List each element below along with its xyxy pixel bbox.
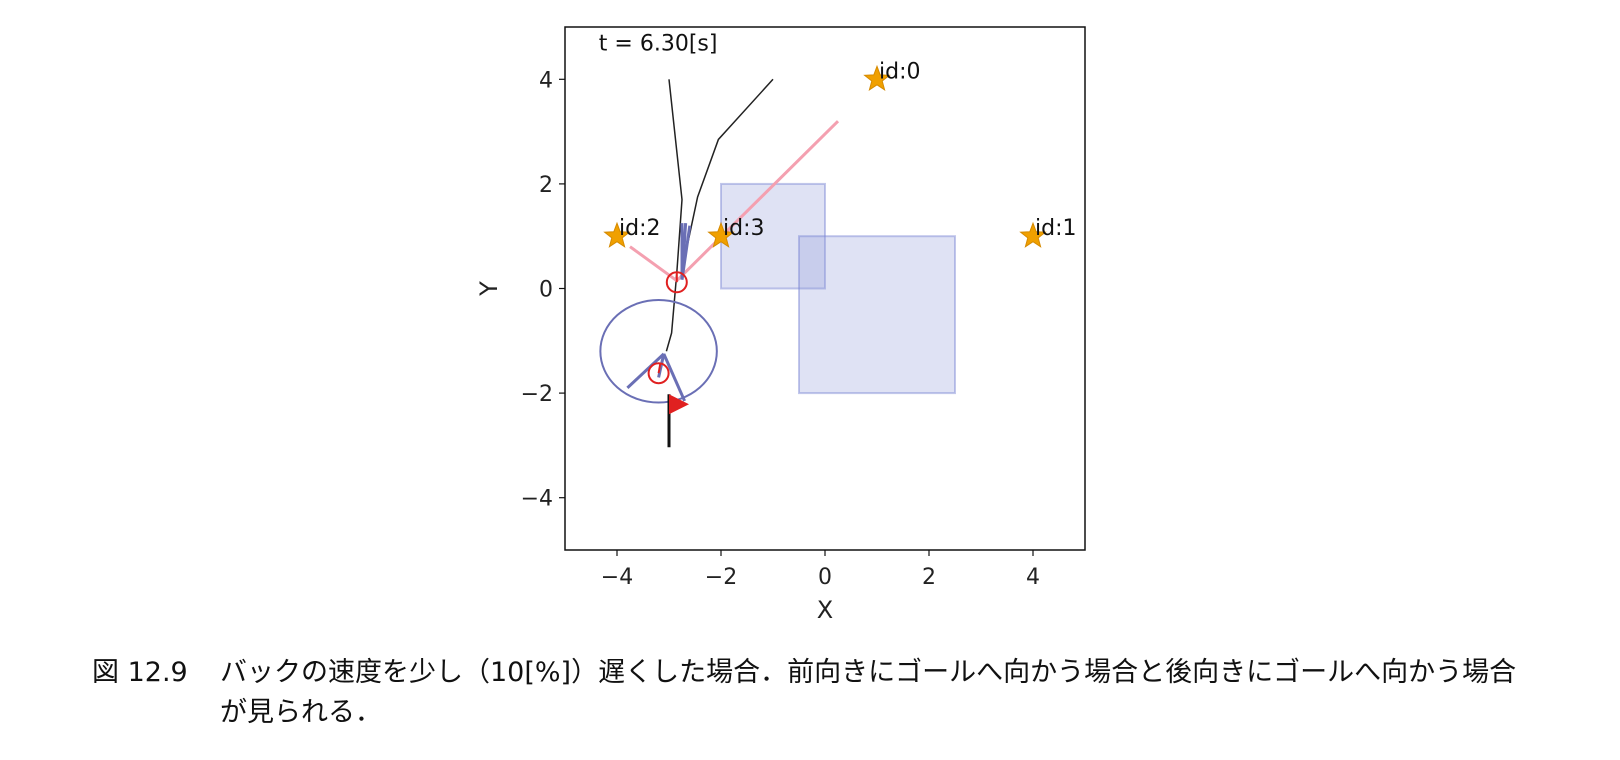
- covariance-ellipse: [599, 299, 718, 404]
- landmark-label-1: id:1: [1035, 216, 1077, 241]
- particle-line-left: [626, 352, 665, 389]
- x-tick-label: 2: [922, 565, 936, 590]
- obstacle-1: [798, 235, 956, 395]
- trajectory-1: [665, 79, 683, 352]
- figure-caption: 図 12.9 バックの速度を少し（10[%]）遅くした場合．前向きにゴールへ向か…: [92, 653, 1542, 728]
- landmark-label-2: id:2: [619, 216, 661, 241]
- landmark-star-2: [603, 221, 631, 248]
- x-tick-label: 0: [818, 565, 832, 590]
- x-axis-label: X: [817, 596, 833, 624]
- chart: id:0 id:1 id:2 id:3 −4 −2 0 2 4 −4 −2 0 2 4 t = 6.30…: [475, 26, 1086, 624]
- goal-flag: [669, 394, 689, 415]
- time-text: t = 6.30[s]: [599, 32, 718, 57]
- landmark-star-1: [1019, 221, 1047, 248]
- landmark-label-0: id:0: [879, 59, 921, 84]
- y-tick-label: 0: [539, 278, 553, 303]
- landmark-label-3: id:3: [723, 216, 765, 241]
- caption-text: バックの速度を少し（10[%]）遅くした場合．前向きにゴールへ向かう場合と後向き…: [220, 657, 1517, 728]
- x-tick-label: −4: [601, 565, 633, 590]
- x-tick-label: 4: [1026, 565, 1040, 590]
- y-tick-label: −4: [521, 487, 553, 512]
- robot-1: [647, 362, 670, 385]
- y-tick-label: 2: [539, 173, 553, 198]
- pose-estimate-2: [680, 225, 692, 280]
- y-tick-label: −2: [521, 382, 553, 407]
- particle-line-mid: [657, 353, 666, 378]
- y-tick-label: 4: [539, 68, 553, 93]
- y-axis-label: Y: [475, 281, 503, 297]
- landmark-star-3: [707, 221, 735, 248]
- robot-heading-1: [657, 363, 662, 374]
- observation-line-1: [675, 120, 840, 282]
- caption-number: 図 12.9: [92, 657, 188, 688]
- x-tick-label: −2: [705, 565, 737, 590]
- particle-line-right: [662, 353, 686, 402]
- obstacle-0: [720, 182, 826, 290]
- landmark-star-0: [863, 64, 891, 91]
